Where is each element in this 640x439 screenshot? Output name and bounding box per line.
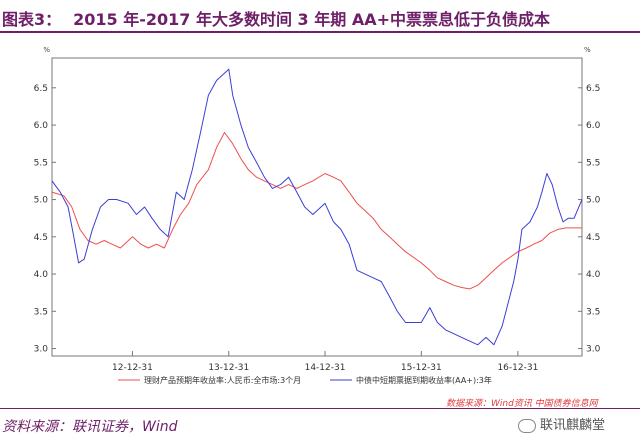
y-tick-label-right: 4.0	[586, 270, 601, 280]
chart-axes: % % 3.0 3.0 3.5 3.5 4.0 4.0 4.5 4.5 5.0 5.0 5.5 5.5 6.…	[34, 46, 601, 373]
y-tick-label-left: 3.0	[34, 345, 49, 355]
y-tick-label-right: 5.5	[586, 158, 600, 168]
source-note: 资料来源：联讯证券，Wind	[2, 419, 178, 435]
y-tick-label-right: 3.5	[586, 307, 600, 317]
y-tick-label-left: 4.5	[34, 233, 48, 243]
y-tick-label-left: 6.0	[34, 121, 49, 131]
title-rule	[0, 31, 640, 33]
chart-header: 图表3： 2015 年-2017 年大多数时间 3 年期 AA+中票票息低于负债成…	[2, 6, 638, 30]
x-tick-label: 12-12-31	[112, 363, 153, 373]
y-tick-label-right: 6.5	[586, 84, 600, 94]
y-tick-label-right: 6.0	[586, 121, 601, 131]
x-tick-label: 14-12-31	[305, 363, 346, 373]
footer-rule	[0, 408, 640, 409]
x-tick-label: 15-12-31	[401, 363, 442, 373]
series-line-2	[51, 68, 583, 346]
brand-logo-text: 联讯麒麟堂	[540, 418, 606, 433]
y-tick-label-left: 6.5	[34, 84, 48, 94]
data-source-stamp: 数据来源：Wind资讯 中国债券信息网	[446, 399, 598, 409]
y-tick-label-left: 5.5	[34, 158, 48, 168]
series-line-1	[51, 132, 582, 290]
y-tick-label-left: 4.0	[34, 270, 49, 280]
legend-label-1: 理财产品预期年收益率:人民币:全市场:3个月	[144, 375, 301, 385]
y-tick-label-left: 3.5	[34, 307, 48, 317]
x-tick-label: 16-12-31	[497, 363, 538, 373]
y-tick-label-right: 5.0	[586, 196, 601, 206]
chat-bubble-icon	[518, 418, 536, 433]
line-chart: % % 3.0 3.0 3.5 3.5 4.0 4.0 4.5 4.5 5.0 5.0 5.5 5.5 6.…	[34, 46, 601, 385]
y-tick-label-right: 4.5	[586, 233, 600, 243]
y-tick-label-right: 3.0	[586, 345, 601, 355]
legend-label-2: 中债中短期票据到期收益率(AA+):3年	[356, 375, 492, 385]
y-unit-left: %	[43, 46, 50, 54]
y-tick-label-left: 5.0	[34, 196, 49, 206]
figure-label: 图表3：	[2, 10, 62, 29]
plot-frame	[51, 57, 583, 357]
chart-legend: 理财产品预期年收益率:人民币:全市场:3个月 中债中短期票据到期收益率(AA+):…	[118, 375, 492, 385]
y-unit-right: %	[584, 46, 591, 54]
brand-logo: 联讯麒麟堂	[518, 414, 605, 433]
x-tick-label: 13-12-31	[208, 363, 249, 373]
chart-title: 2015 年-2017 年大多数时间 3 年期 AA+中票票息低于负债成本	[73, 10, 551, 29]
chart-series	[51, 68, 583, 346]
